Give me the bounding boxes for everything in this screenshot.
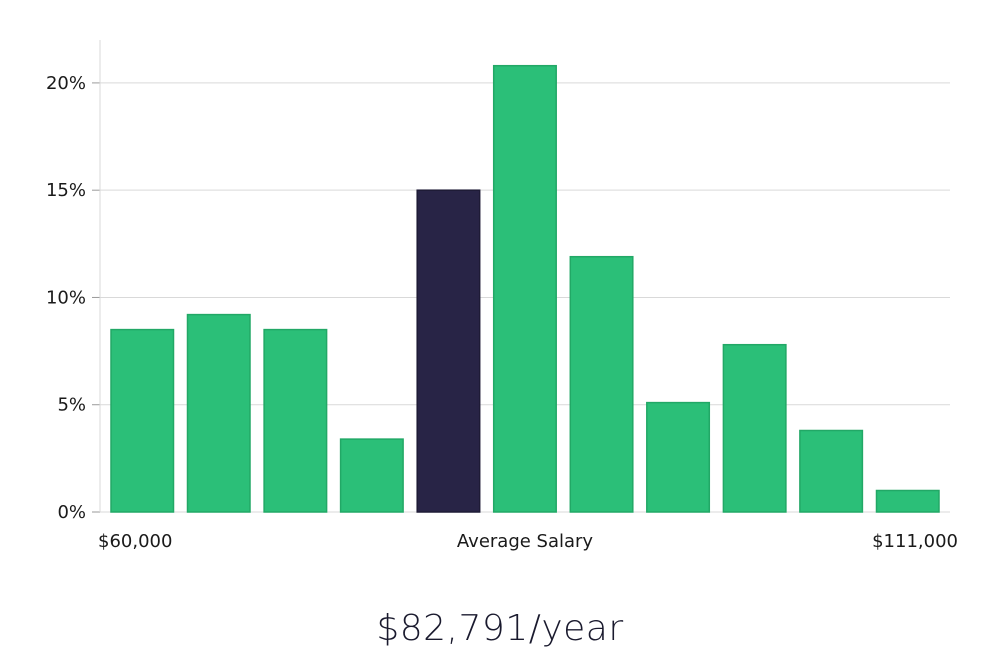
y-tick-label: 20% — [46, 73, 86, 94]
y-tick-label: 0% — [57, 502, 86, 523]
salary-histogram: 0% 5% 10% 15% 20% $60,000 Average Salary $11… — [46, 40, 958, 552]
x-axis-label-min: $60,000 — [98, 531, 172, 552]
bar — [492, 64, 557, 513]
y-tick-label: 10% — [46, 287, 86, 308]
x-axis-label-center: Average Salary — [457, 531, 594, 552]
bar-average-salary — [416, 189, 481, 513]
bar — [339, 438, 404, 513]
bar — [722, 343, 787, 513]
y-axis-tick-labels: 0% 5% 10% 15% 20% — [46, 73, 86, 523]
y-tick-label: 15% — [46, 180, 86, 201]
bar — [646, 401, 711, 513]
bar — [875, 489, 940, 513]
bars — [110, 64, 940, 513]
bar — [110, 328, 175, 513]
bar — [263, 328, 328, 513]
average-salary-value: $82,791/year — [376, 608, 624, 649]
bar — [186, 313, 251, 513]
y-tick-label: 5% — [57, 395, 86, 416]
x-axis-label-max: $111,000 — [872, 531, 958, 552]
bar — [569, 255, 634, 513]
bar — [799, 429, 864, 513]
